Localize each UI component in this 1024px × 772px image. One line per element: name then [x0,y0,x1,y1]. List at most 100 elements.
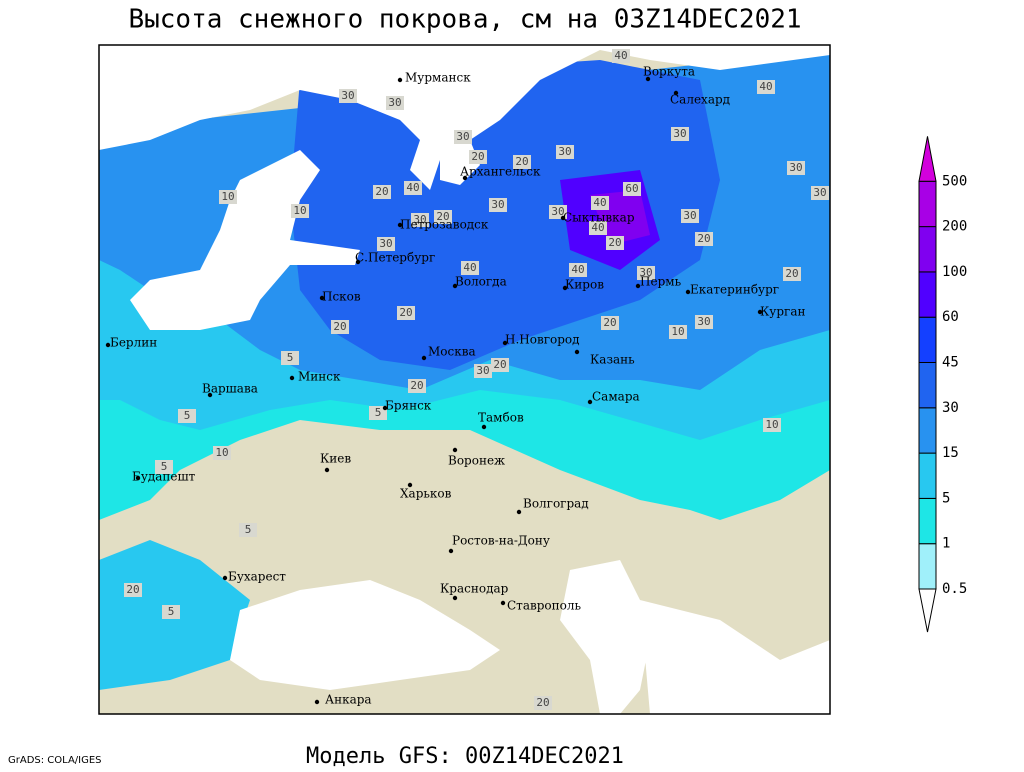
city-label: Вологда [455,275,507,289]
city-label: Минск [298,370,341,384]
contour-label: 30 [639,266,652,279]
contour-label: 30 [388,96,401,109]
contour-label-box [811,186,829,200]
city-label: Анкара [325,693,372,707]
contour-label: 30 [558,145,571,158]
colorbar-label: 45 [942,355,959,371]
contour-label-box [637,266,655,280]
city-dot [516,509,522,515]
contour-label-box [695,315,713,329]
contour-label-box [763,418,781,432]
contour-label: 20 [785,267,798,280]
city-dot [574,349,580,355]
city-label: Волгоград [523,497,589,511]
contour-label-box [491,358,509,372]
contour-label-box [787,161,805,175]
contour-label-box [591,196,609,210]
city-label: Краснодар [440,582,509,596]
contour-label-box [606,236,624,250]
contour-label-box [461,261,479,275]
contour-label: 20 [126,583,139,596]
city-label: Варшава [202,382,258,396]
city-label: Сыктывкар [563,211,635,225]
city-dot [757,309,763,315]
colorbar-segment [918,271,937,318]
contour-label-box [331,320,349,334]
city-dot [355,259,361,265]
contour-label-box [155,460,173,474]
city-label: Воркута [643,65,695,79]
contour-label-box [669,325,687,339]
colorbar-label: 15 [942,445,959,461]
city-label: Курган [760,305,805,319]
contour-label-box [291,204,309,218]
contour-label-box [239,523,257,537]
city-label: Киев [320,452,351,466]
contour-label: 30 [813,186,826,199]
contour-label: 30 [341,89,354,102]
contour-label: 5 [245,523,252,536]
city-label: Воронеж [448,454,505,468]
contour-label-box [213,446,231,460]
city-dot [397,222,403,228]
contour-label-box [783,267,801,281]
city-dot [635,283,641,289]
contour-label: 40 [406,181,419,194]
contour-label: 40 [759,80,772,93]
contour-label-box [556,145,574,159]
colorbar-segment [918,362,937,409]
contour-label-box [569,263,587,277]
city-label: Ростов-на-Дону [452,534,550,548]
contour-label: 5 [168,605,175,618]
contour-label-box [397,306,415,320]
contour-label-box [695,232,713,246]
city-label: Самара [592,390,640,404]
city-dot [481,424,487,430]
city-dot [289,375,295,381]
credit: GrADS: COLA/IGES [8,755,102,766]
colorbar-label: 30 [942,400,959,416]
map-frame [98,44,831,715]
contour-label: 20 [375,185,388,198]
contour-label-box [124,583,142,597]
contour-label: 5 [287,351,294,364]
contour-label-box [612,49,630,63]
contour-label-box [671,127,689,141]
city-label: Екатеринбург [690,283,779,297]
contour-label: 5 [184,409,191,422]
contour-label-box [219,190,237,204]
contour-label-box [178,409,196,423]
title: Высота снежного покрова, см на 03Z14DEC2… [128,5,801,35]
city-label: Берлин [110,336,157,350]
contour-label: 30 [413,213,426,226]
contour-label: 40 [593,196,606,209]
contour-label: 60 [625,182,638,195]
contour-label: 30 [697,315,710,328]
city-label: Н.Новгород [505,333,580,347]
contour-label-box [469,150,487,164]
contour-label-box [411,213,429,227]
contour-label-box [408,379,426,393]
city-label: Бухарест [228,570,286,584]
contour-label: 20 [493,358,506,371]
contour-label: 10 [671,325,684,338]
city-dot [452,595,458,601]
colorbar-label: 500 [942,173,967,189]
contour-label: 40 [614,49,627,62]
contour-label: 30 [673,127,686,140]
contour-label: 40 [591,221,604,234]
city-dot [314,699,320,705]
colorbar-label: 60 [942,309,959,325]
contour-label-box [404,181,422,195]
contour-label: 5 [375,406,382,419]
city-dot [502,340,508,346]
contour-label: 30 [456,130,469,143]
city-dot [673,90,679,96]
contour-label: 5 [161,460,168,473]
colorbar-label: 100 [942,264,967,280]
city-dot [382,405,388,411]
city-label: Ставрополь [507,599,581,613]
footer: Модель GFS: 00Z14DEC2021 [306,744,624,768]
